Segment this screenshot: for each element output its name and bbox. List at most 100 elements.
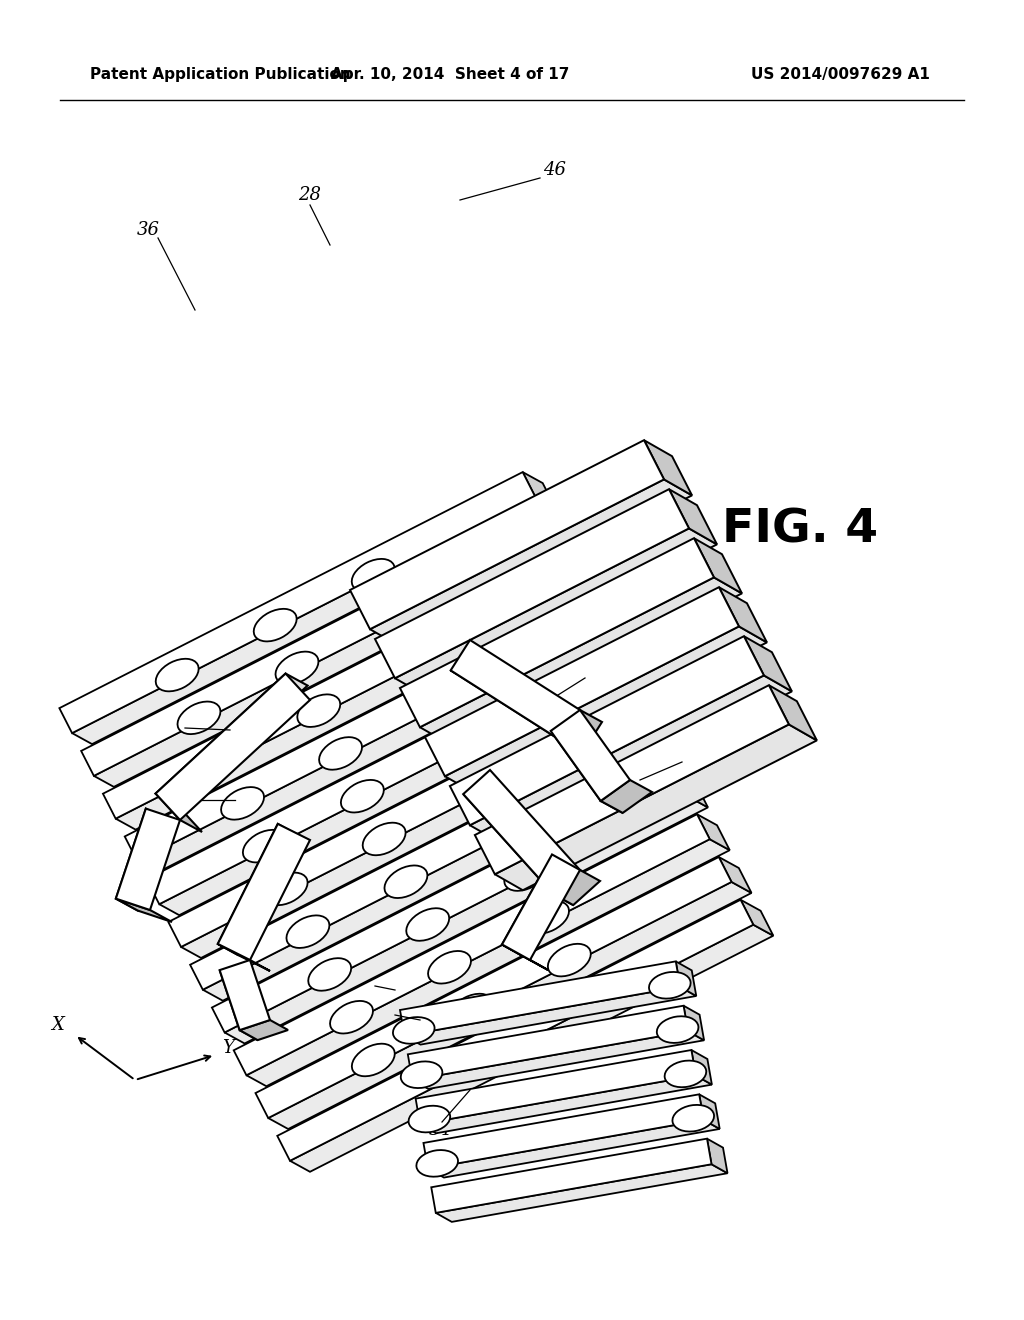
Polygon shape [116, 809, 168, 911]
Ellipse shape [409, 1106, 451, 1133]
Ellipse shape [439, 730, 482, 763]
Ellipse shape [254, 609, 297, 642]
Ellipse shape [428, 950, 471, 983]
Polygon shape [255, 857, 731, 1118]
Ellipse shape [200, 744, 243, 777]
Polygon shape [644, 440, 692, 495]
Polygon shape [653, 729, 686, 764]
Ellipse shape [297, 694, 340, 727]
Polygon shape [375, 490, 689, 678]
Ellipse shape [352, 1044, 395, 1076]
Polygon shape [601, 780, 652, 813]
Polygon shape [416, 1049, 696, 1125]
Polygon shape [719, 857, 752, 892]
Ellipse shape [341, 780, 384, 813]
Polygon shape [420, 577, 742, 743]
Polygon shape [610, 643, 643, 678]
Polygon shape [463, 770, 580, 894]
Polygon shape [707, 1139, 727, 1173]
Polygon shape [233, 814, 710, 1076]
Ellipse shape [275, 652, 318, 684]
Ellipse shape [384, 866, 427, 898]
Polygon shape [436, 1164, 727, 1222]
Polygon shape [219, 960, 270, 1030]
Polygon shape [190, 729, 667, 990]
Polygon shape [290, 925, 773, 1172]
Ellipse shape [177, 701, 220, 734]
Text: 18: 18 [358, 972, 382, 989]
Polygon shape [561, 710, 602, 752]
Polygon shape [203, 754, 686, 1001]
Polygon shape [370, 479, 692, 645]
Polygon shape [475, 685, 788, 874]
Polygon shape [350, 440, 664, 630]
Ellipse shape [649, 972, 690, 999]
Text: Patent Application Publication: Patent Application Publication [90, 67, 351, 82]
Ellipse shape [548, 944, 591, 977]
Text: US 2014/0097629 A1: US 2014/0097629 A1 [752, 67, 930, 82]
Ellipse shape [393, 1018, 434, 1044]
Polygon shape [400, 539, 714, 727]
Polygon shape [116, 809, 180, 909]
Ellipse shape [450, 994, 493, 1027]
Polygon shape [156, 793, 202, 832]
Polygon shape [116, 899, 172, 921]
Polygon shape [431, 1139, 712, 1213]
Polygon shape [72, 498, 555, 744]
Polygon shape [278, 900, 754, 1160]
Polygon shape [116, 582, 599, 830]
Polygon shape [691, 1049, 712, 1085]
Polygon shape [212, 771, 688, 1032]
Text: Apr. 10, 2014  Sheet 4 of 17: Apr. 10, 2014 Sheet 4 of 17 [331, 67, 569, 82]
Polygon shape [451, 640, 580, 741]
Polygon shape [219, 970, 258, 1040]
Ellipse shape [400, 1061, 442, 1088]
Polygon shape [420, 1076, 712, 1134]
Polygon shape [502, 854, 570, 954]
Polygon shape [743, 636, 792, 692]
Ellipse shape [673, 1105, 714, 1131]
Text: 28: 28 [679, 746, 701, 764]
Polygon shape [247, 840, 730, 1086]
Text: FIG. 4: FIG. 4 [722, 507, 878, 553]
Polygon shape [156, 673, 310, 820]
Polygon shape [451, 671, 583, 752]
Polygon shape [103, 557, 579, 818]
Polygon shape [545, 515, 578, 550]
Ellipse shape [395, 644, 438, 677]
Polygon shape [424, 1094, 703, 1168]
Polygon shape [551, 731, 623, 813]
Ellipse shape [417, 1150, 458, 1176]
Polygon shape [160, 668, 643, 915]
Ellipse shape [665, 1060, 707, 1088]
Ellipse shape [374, 602, 417, 634]
Ellipse shape [221, 787, 264, 820]
Ellipse shape [351, 558, 394, 591]
Ellipse shape [243, 830, 286, 862]
Polygon shape [181, 711, 665, 958]
Ellipse shape [461, 772, 504, 805]
Ellipse shape [287, 915, 330, 948]
Polygon shape [137, 626, 621, 873]
Text: 34: 34 [428, 1121, 452, 1139]
Text: 16: 16 [183, 785, 207, 804]
Text: 28: 28 [299, 186, 322, 205]
Polygon shape [218, 824, 298, 954]
Polygon shape [450, 636, 764, 825]
Ellipse shape [526, 902, 569, 933]
Polygon shape [463, 795, 573, 906]
Polygon shape [218, 944, 270, 972]
Ellipse shape [264, 873, 307, 906]
Ellipse shape [362, 822, 406, 855]
Text: 40a: 40a [375, 1001, 409, 1019]
Ellipse shape [308, 958, 351, 991]
Polygon shape [125, 601, 601, 862]
Polygon shape [444, 627, 767, 792]
Ellipse shape [330, 1001, 373, 1034]
Ellipse shape [656, 1016, 698, 1043]
Polygon shape [470, 676, 792, 841]
Polygon shape [697, 814, 730, 850]
Polygon shape [240, 1020, 288, 1040]
Polygon shape [551, 710, 630, 801]
Text: Y: Y [222, 1039, 233, 1057]
